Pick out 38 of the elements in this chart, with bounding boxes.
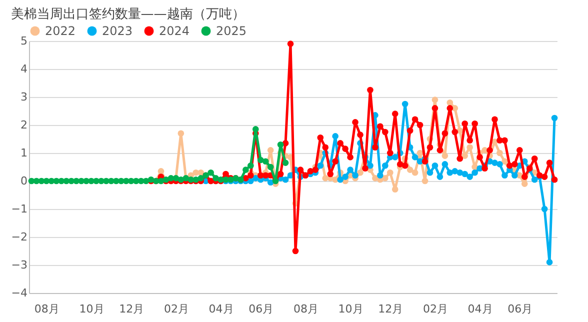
x-tick-label: 04月 [468, 302, 493, 316]
x-tick-label: 06月 [248, 302, 274, 316]
point [208, 169, 214, 176]
y-tick-label: −1 [11, 202, 28, 216]
x-tick-label: 12月 [378, 302, 404, 316]
point [142, 178, 150, 184]
y-tick-label: 0 [20, 174, 28, 188]
y-tick-label: 1 [20, 146, 28, 160]
point [267, 164, 274, 170]
y-tick-label: −4 [11, 286, 28, 300]
point [248, 162, 254, 169]
y-tick-label: 5 [20, 34, 28, 48]
point [212, 175, 219, 182]
point [252, 126, 259, 132]
legend-label: 2025 [216, 24, 247, 38]
chart-title: 美棉当周出口签约数量——越南（万吨） [10, 6, 245, 22]
x-tick-label: 08月 [293, 302, 318, 316]
x-tick-label: 04月 [208, 302, 234, 316]
y-tick-label: 2 [20, 118, 28, 132]
legend-label: 2022 [45, 24, 76, 38]
y-tick-label: −3 [11, 258, 28, 272]
x-tick-label: 10月 [79, 302, 104, 316]
x-tick-label: 08月 [34, 302, 60, 316]
legend-label: 2023 [102, 24, 133, 38]
y-tick-label: 4 [20, 62, 28, 76]
x-tick-label: 10月 [338, 302, 364, 316]
legend-label: 2024 [159, 24, 190, 38]
x-tick-label: 12月 [119, 302, 144, 316]
x-tick-label: 06月 [508, 302, 533, 316]
point [242, 166, 249, 173]
point [198, 175, 204, 182]
point [277, 141, 284, 148]
y-tick-label: −2 [11, 230, 28, 244]
point [262, 158, 269, 165]
x-tick-label: 02月 [422, 302, 448, 316]
point [282, 160, 289, 166]
x-tick-label: 02月 [164, 302, 189, 316]
y-tick-label: 3 [20, 90, 28, 104]
